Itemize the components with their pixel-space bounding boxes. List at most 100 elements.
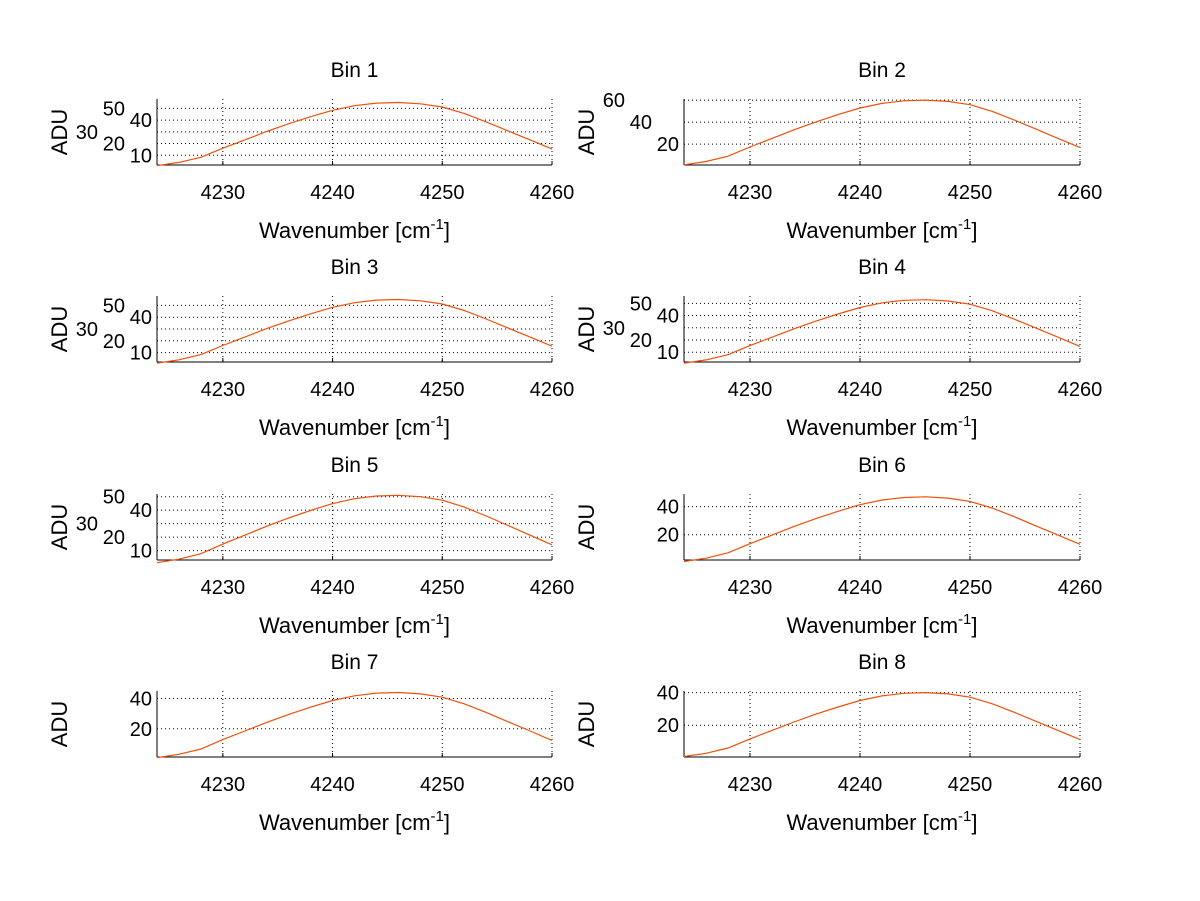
y-axis-label: ADU	[47, 109, 72, 155]
x-tick-label: 4260	[1058, 379, 1103, 401]
x-axis-label: Wavenumber [cm-1]	[786, 808, 977, 835]
y-tick-label: 10	[130, 541, 152, 563]
y-tick-label: 20	[657, 715, 679, 737]
x-tick-label: 4230	[201, 379, 246, 401]
x-tick-label: 4230	[201, 774, 246, 796]
y-tick-label: 20	[130, 719, 152, 741]
x-tick-label: 4240	[310, 379, 355, 401]
x-tick-label: 4250	[420, 379, 465, 401]
y-tick-label: 30	[603, 318, 625, 340]
x-tick-label: 4240	[310, 182, 355, 204]
y-tick-label: 10	[130, 343, 152, 365]
x-tick-label: 4230	[201, 577, 246, 599]
y-tick-label: 50	[630, 293, 652, 315]
y-tick-label: 30	[76, 319, 98, 341]
y-tick-label: 20	[657, 134, 679, 156]
subplot-6: 4230 4240 4250 4260 20 40 Bin 6 Wavenumber [cm-…	[574, 454, 1102, 638]
x-tick-label: 4230	[728, 182, 773, 204]
y-axis-label: ADU	[574, 701, 599, 747]
x-tick-label: 4250	[948, 577, 993, 599]
y-axis-label: ADU	[47, 504, 72, 550]
x-axis-label: Wavenumber [cm-1]	[259, 611, 450, 638]
y-tick-label: 10	[130, 145, 152, 167]
x-tick-label: 4230	[728, 577, 773, 599]
y-tick-label: 30	[76, 122, 98, 144]
x-tick-label: 4230	[728, 379, 773, 401]
y-axis-label: ADU	[574, 504, 599, 550]
x-tick-label: 4240	[310, 774, 355, 796]
y-axis-label: ADU	[574, 306, 599, 352]
x-tick-label: 4260	[530, 379, 575, 401]
x-axis-label: Wavenumber [cm-1]	[786, 216, 977, 243]
y-tick-label: 20	[103, 134, 125, 156]
x-axis-label: Wavenumber [cm-1]	[259, 808, 450, 835]
subplot-title: Bin 4	[858, 256, 906, 279]
y-tick-label: 20	[103, 527, 125, 549]
x-tick-label: 4240	[838, 379, 883, 401]
x-tick-label: 4250	[948, 379, 993, 401]
series-line	[683, 496, 1081, 563]
y-tick-label: 40	[657, 306, 679, 328]
subplot-7: 4230 4240 4250 4260 20 40 Bin 7 Wavenumber [cm-…	[47, 651, 574, 835]
subplot-title: Bin 3	[331, 256, 379, 279]
x-tick-label: 4240	[838, 182, 883, 204]
subplot-8: 4230 4240 4250 4260 20 40 Bin 8 Wavenumber [cm-…	[574, 651, 1102, 835]
y-axis-label: ADU	[47, 306, 72, 352]
y-tick-label: 60	[603, 90, 625, 112]
x-tick-label: 4260	[530, 182, 575, 204]
series-line	[156, 494, 553, 564]
y-tick-label: 20	[630, 330, 652, 352]
series-line	[683, 691, 1081, 758]
x-tick-label: 4250	[420, 182, 465, 204]
x-tick-label: 4250	[420, 774, 465, 796]
y-tick-label: 40	[130, 307, 152, 329]
y-tick-label: 30	[76, 514, 98, 536]
y-axis-label: ADU	[47, 701, 72, 747]
subplot-title: Bin 2	[858, 59, 906, 82]
x-tick-label: 4260	[530, 577, 575, 599]
y-tick-label: 10	[657, 342, 679, 364]
x-axis-label: Wavenumber [cm-1]	[786, 413, 977, 440]
x-tick-label: 4240	[838, 774, 883, 796]
x-tick-label: 4250	[420, 577, 465, 599]
x-tick-label: 4230	[201, 182, 246, 204]
y-tick-label: 20	[103, 331, 125, 353]
x-tick-label: 4230	[728, 774, 773, 796]
series-line	[156, 691, 553, 759]
y-tick-label: 50	[103, 487, 125, 509]
y-tick-label: 40	[657, 497, 679, 519]
x-tick-label: 4260	[1058, 182, 1103, 204]
x-tick-label: 4250	[948, 774, 993, 796]
x-tick-label: 4260	[1058, 577, 1103, 599]
subplot-title: Bin 8	[858, 651, 906, 674]
x-axis-label: Wavenumber [cm-1]	[786, 611, 977, 638]
y-tick-label: 40	[657, 683, 679, 705]
y-tick-label: 50	[103, 98, 125, 120]
y-tick-label: 40	[130, 500, 152, 522]
subplot-title: Bin 1	[331, 59, 379, 82]
x-tick-label: 4260	[530, 774, 575, 796]
subplot-title: Bin 6	[858, 454, 906, 477]
x-tick-label: 4240	[838, 577, 883, 599]
x-tick-label: 4260	[1058, 774, 1103, 796]
series-line	[156, 298, 553, 364]
y-tick-label: 20	[657, 525, 679, 547]
x-axis-label: Wavenumber [cm-1]	[259, 413, 450, 440]
subplot-title: Bin 7	[331, 651, 379, 674]
y-tick-label: 40	[630, 112, 652, 134]
subplot-title: Bin 5	[331, 454, 379, 477]
y-tick-label: 40	[130, 110, 152, 132]
x-axis-label: Wavenumber [cm-1]	[259, 216, 450, 243]
series-line	[156, 101, 553, 167]
y-tick-label: 40	[130, 689, 152, 711]
y-axis-label: ADU	[574, 109, 599, 155]
x-tick-label: 4240	[310, 577, 355, 599]
y-tick-label: 50	[103, 295, 125, 317]
x-tick-label: 4250	[948, 182, 993, 204]
